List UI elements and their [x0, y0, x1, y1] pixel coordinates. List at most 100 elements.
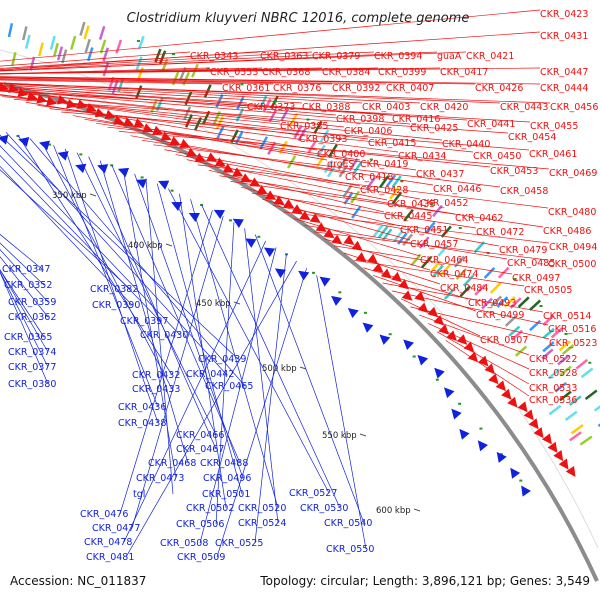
forward-gene-label: CKR_0399	[378, 67, 426, 78]
forward-gene-arrow	[488, 373, 499, 385]
forward-gene-arrow	[113, 115, 125, 125]
forward-gene-arrow	[528, 418, 539, 430]
reverse-leader-line	[145, 178, 174, 495]
feature-bar	[343, 191, 354, 205]
forward-gene-label: CKR_0493	[468, 298, 516, 309]
reverse-gene-label: CKR_0465	[205, 381, 253, 392]
forward-gene-label: CKR_0485	[507, 258, 555, 269]
forward-gene-label: CKR_0516	[548, 324, 596, 335]
reverse-leader-line	[41, 141, 173, 390]
reverse-leader-line	[168, 188, 330, 494]
reverse-leader-line	[156, 183, 243, 495]
forward-gene-label: CKR_0454	[508, 132, 556, 143]
feature-bar	[550, 327, 563, 339]
reverse-leader-line	[201, 204, 341, 509]
forward-leader-line	[0, 51, 261, 69]
reverse-gene-label: CKR_0432	[132, 370, 180, 381]
gene-labels: 350 kbp 400 kbp 450 kbp 500 kbp 550 kbp 600 k…	[2, 9, 598, 563]
feature-bar	[84, 38, 91, 54]
genome-summary-text: Topology: circular; Length: 3,896,121 bp…	[259, 574, 590, 588]
feature-track-outer	[0, 49, 599, 549]
reverse-gene-label: CKR_0506	[176, 519, 224, 530]
kbp-tick-label: 600 kbp	[376, 506, 411, 516]
forward-gene-label: CKR_0420	[420, 102, 468, 113]
reverse-leader-line	[123, 240, 266, 543]
forward-gene-label: CKR_0416	[392, 114, 440, 125]
feature-bar	[542, 341, 555, 353]
forward-gene-label: CKR_0522	[529, 354, 577, 365]
forward-gene-label: CKR_0536	[529, 395, 577, 406]
forward-gene-label: CKR_0528	[529, 368, 577, 379]
feature-bar	[515, 345, 528, 357]
forward-gene-label: CKR_0437	[416, 169, 464, 180]
feature-bar	[542, 314, 555, 326]
forward-gene-arrow	[467, 351, 479, 363]
reverse-gene-arrow	[135, 179, 148, 189]
reverse-leader-line	[0, 154, 161, 322]
reverse-gene-arrow	[38, 140, 50, 151]
map-rings	[0, 49, 599, 582]
reverse-leader-line	[0, 134, 239, 360]
forward-gene-label: CKR_0388	[302, 102, 350, 113]
forward-leader-line	[119, 131, 550, 170]
reverse-leader-line	[134, 173, 244, 479]
reverse-gene-label: CKR_0438	[118, 418, 166, 429]
forward-gene-arrow	[264, 190, 277, 200]
feature-dot	[519, 479, 523, 482]
reverse-gene-label: tgl	[133, 489, 145, 500]
feature-bar	[289, 112, 299, 127]
feature-bar	[171, 71, 180, 86]
kbp-tick-label: 350 kbp	[52, 191, 87, 201]
forward-leader-line	[0, 51, 191, 67]
reverse-gene-arrow	[232, 218, 244, 229]
feature-dot	[170, 189, 174, 192]
forward-gene-label: CKR_0417	[440, 67, 488, 78]
forward-gene-arrow	[372, 262, 384, 273]
forward-leader-line	[428, 323, 530, 370]
reverse-gene-label: CKR_0540	[324, 518, 372, 529]
forward-gene-label: CKR_0379	[312, 51, 360, 62]
reverse-gene-arrow	[171, 201, 183, 211]
reverse-gene-label: CKR_0550	[326, 544, 374, 555]
feature-bar	[547, 368, 561, 380]
feature-bar	[83, 25, 90, 40]
forward-gene-label: CKR_0458	[500, 186, 548, 197]
forward-gene-label: CKR_0514	[543, 311, 591, 322]
forward-gene-label: CKR_0451	[400, 225, 448, 236]
forward-leader-line	[445, 340, 530, 397]
forward-leader-line	[372, 274, 477, 312]
forward-gene-arrow	[517, 401, 528, 413]
forward-gene-label: CKR_0494	[549, 242, 597, 253]
forward-gene-arrow	[541, 433, 552, 445]
feature-bar	[593, 405, 600, 412]
reverse-leader-line	[254, 234, 365, 524]
forward-leader-line	[0, 67, 211, 75]
reverse-leader-line	[76, 152, 217, 436]
feature-dot	[48, 143, 52, 146]
reverse-gene-label: CKR_0436	[118, 402, 166, 413]
forward-gene-arrow	[123, 117, 135, 127]
feature-bar	[473, 241, 486, 254]
feature-bar	[402, 233, 413, 247]
forward-leader-line	[0, 67, 263, 75]
reverse-gene-label: CKR_0362	[8, 312, 56, 323]
reverse-leader-line	[111, 164, 241, 464]
forward-gene-arrow	[463, 341, 475, 353]
reverse-gene-arrow	[403, 339, 414, 350]
forward-leader-line	[363, 267, 469, 300]
forward-gene-label: CKR_0474	[430, 269, 478, 280]
forward-leader-line	[0, 67, 541, 74]
reverse-gene-label: CKR_0433	[132, 384, 180, 395]
forward-gene-label: CKR_0406	[344, 126, 392, 137]
feature-bar	[278, 140, 288, 155]
reverse-leader-line	[0, 269, 49, 353]
forward-gene-label: CKR_0447	[540, 67, 588, 78]
feature-bar	[70, 35, 77, 50]
forward-leader-line	[0, 83, 363, 104]
reverse-gene-arrow	[158, 180, 170, 190]
feature-bar	[307, 139, 317, 154]
forward-leader-line	[0, 90, 531, 123]
reverse-gene-arrow	[188, 212, 200, 222]
forward-gene-label: CKR_0426	[475, 83, 523, 94]
reverse-leader-line	[190, 199, 279, 509]
